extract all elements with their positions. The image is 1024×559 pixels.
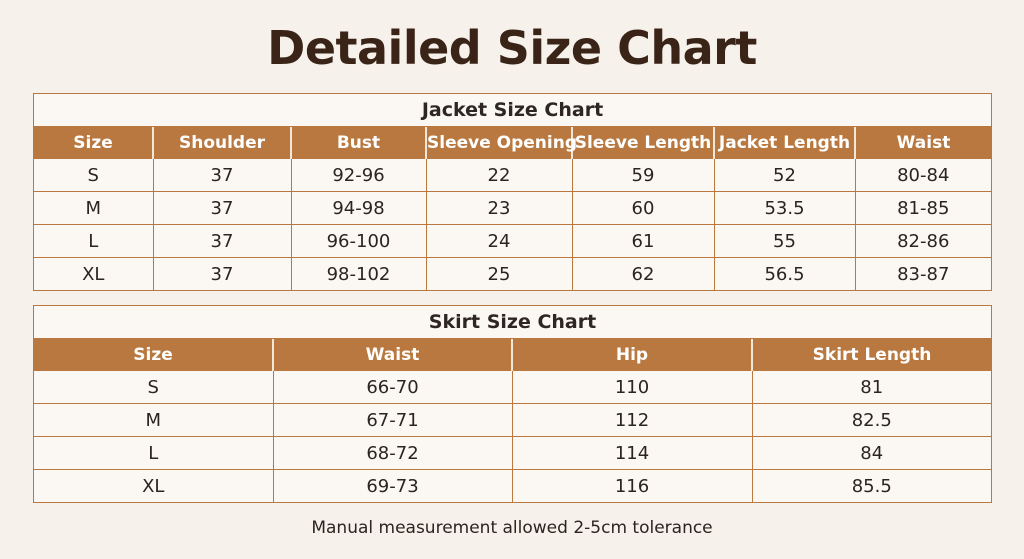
table-row: L 37 96-100 24 61 55 82-86 — [34, 224, 991, 258]
column-header: Shoulder — [153, 127, 292, 159]
column-header: Waist — [273, 339, 513, 371]
table-cell: 66-70 — [273, 371, 513, 404]
table-cell: 37 — [153, 159, 292, 192]
column-header: Sleeve Opening — [426, 127, 577, 159]
skirt-table: Size Waist Hip Skirt Length S 66-70 110 … — [34, 339, 991, 502]
table-cell: 98-102 — [291, 257, 427, 290]
table-cell: 84 — [752, 436, 991, 470]
table-row: L 68-72 114 84 — [34, 436, 991, 470]
table-cell: 67-71 — [273, 403, 513, 437]
column-header: Skirt Length — [752, 339, 991, 371]
table-cell: 96-100 — [291, 224, 427, 258]
table-row: M 37 94-98 23 60 53.5 81-85 — [34, 191, 991, 225]
table-cell: 37 — [153, 191, 292, 225]
table-cell: 82.5 — [752, 403, 991, 437]
skirt-size-table: Skirt Size Chart Size Waist Hip Skirt Le… — [33, 305, 992, 503]
table-cell: 82-86 — [855, 224, 991, 258]
table-cell: 112 — [512, 403, 753, 437]
table-cell: 94-98 — [291, 191, 427, 225]
table-cell: 80-84 — [855, 159, 991, 192]
jacket-size-table: Jacket Size Chart Size Shoulder Bust Sle… — [33, 93, 992, 291]
table-cell: 81-85 — [855, 191, 991, 225]
column-header: Sleeve Length — [572, 127, 715, 159]
tolerance-note: Manual measurement allowed 2-5cm toleran… — [311, 518, 713, 538]
table-cell: 22 — [426, 159, 573, 192]
jacket-header-row: Size Shoulder Bust Sleeve Opening Sleeve… — [34, 127, 991, 159]
table-cell: 23 — [426, 191, 573, 225]
table-cell: 53.5 — [714, 191, 856, 225]
table-cell: S — [34, 159, 154, 192]
table-row: M 67-71 112 82.5 — [34, 403, 991, 437]
table-cell: 92-96 — [291, 159, 427, 192]
table-row: XL 69-73 116 85.5 — [34, 469, 991, 502]
skirt-header-row: Size Waist Hip Skirt Length — [34, 339, 991, 371]
table-cell: 25 — [426, 257, 573, 290]
page-title: Detailed Size Chart — [267, 21, 757, 75]
table-cell: 24 — [426, 224, 573, 258]
column-header: Size — [34, 339, 274, 371]
column-header: Hip — [512, 339, 753, 371]
table-cell: 52 — [714, 159, 856, 192]
table-cell: 68-72 — [273, 436, 513, 470]
column-header: Bust — [291, 127, 427, 159]
table-cell: 69-73 — [273, 469, 513, 502]
table-cell: 81 — [752, 371, 991, 404]
column-header: Waist — [855, 127, 991, 159]
table-cell: S — [34, 371, 274, 404]
table-cell: 116 — [512, 469, 753, 502]
table-row: XL 37 98-102 25 62 56.5 83-87 — [34, 257, 991, 290]
table-cell: XL — [34, 257, 154, 290]
table-cell: 83-87 — [897, 263, 950, 285]
table-cell: 61 — [572, 224, 715, 258]
table-cell: XL — [34, 469, 274, 502]
table-cell: 55 — [714, 224, 856, 258]
column-header: Size — [34, 127, 154, 159]
column-header: Jacket Length — [714, 127, 856, 159]
table-cell: L — [34, 224, 154, 258]
jacket-table-caption: Jacket Size Chart — [34, 94, 991, 127]
table-row: S 66-70 110 81 — [34, 371, 991, 404]
table-row: S 37 92-96 22 59 52 80-84 — [34, 159, 991, 192]
table-cell: 110 — [512, 371, 753, 404]
table-cell: 37 — [153, 257, 292, 290]
table-cell: L — [34, 436, 274, 470]
table-cell: 62 — [572, 257, 715, 290]
skirt-table-caption: Skirt Size Chart — [34, 306, 991, 339]
jacket-table: Size Shoulder Bust Sleeve Opening Sleeve… — [34, 127, 991, 290]
table-cell: 85.5 — [851, 475, 892, 497]
table-cell: 59 — [572, 159, 715, 192]
table-cell: 56.5 — [714, 257, 856, 290]
table-cell: 114 — [512, 436, 753, 470]
table-cell: M — [34, 191, 154, 225]
table-cell: 37 — [153, 224, 292, 258]
table-cell: M — [34, 403, 274, 437]
table-cell: 60 — [572, 191, 715, 225]
